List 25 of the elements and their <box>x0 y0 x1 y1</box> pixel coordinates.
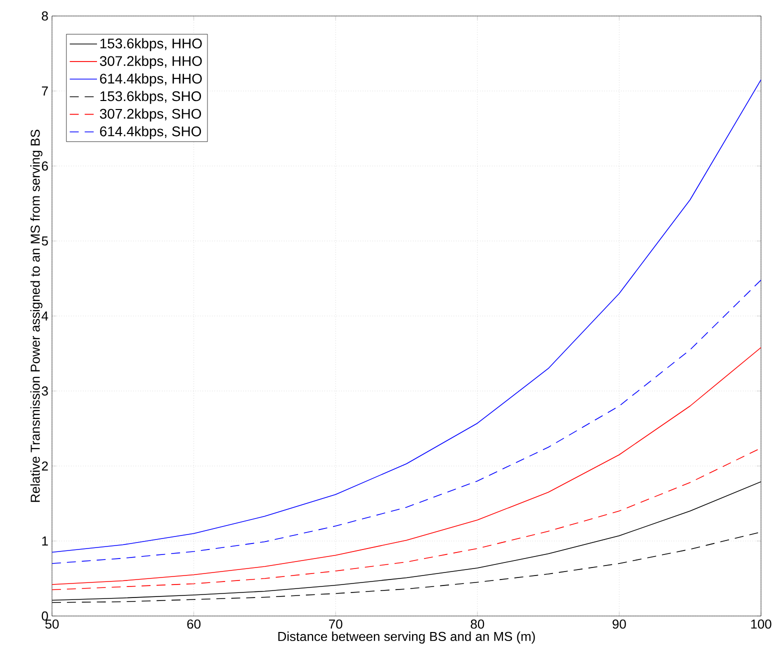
legend-label: 614.4kbps, SHO <box>100 126 202 140</box>
legend-label: 153.6kbps, HHO <box>100 38 202 52</box>
y-tick-label: 7 <box>42 86 48 96</box>
y-tick-label: 6 <box>42 161 48 171</box>
line-series <box>52 347 762 585</box>
x-tick-label: 80 <box>470 620 484 629</box>
y-tick-label: 1 <box>42 536 48 546</box>
x-tick-label: 90 <box>612 620 626 629</box>
x-axis-title: Distance between serving BS and an MS (m) <box>278 632 535 644</box>
x-tick-label: 100 <box>751 620 772 629</box>
x-tick-label: 70 <box>329 620 342 629</box>
line-series <box>52 280 762 564</box>
y-tick-label: 4 <box>42 312 48 320</box>
legend-label: 153.6kbps, SHO <box>100 90 202 104</box>
legend-label: 307.2kbps, HHO <box>100 56 202 69</box>
y-tick-label: 8 <box>42 11 48 21</box>
x-tick-label: 50 <box>45 620 59 629</box>
x-tick-label: 60 <box>187 620 201 629</box>
y-tick-label: 0 <box>42 611 48 621</box>
y-tick-label: 5 <box>42 236 48 246</box>
y-tick-label: 2 <box>42 461 48 471</box>
y-axis-title: Relative Transmission Power assigned to an MS from serving BS <box>30 130 42 502</box>
legend-label: 614.4kbps, HHO <box>100 73 202 86</box>
y-tick-label: 3 <box>42 386 48 396</box>
legend-label: 307.2kbps, SHO <box>100 108 202 122</box>
